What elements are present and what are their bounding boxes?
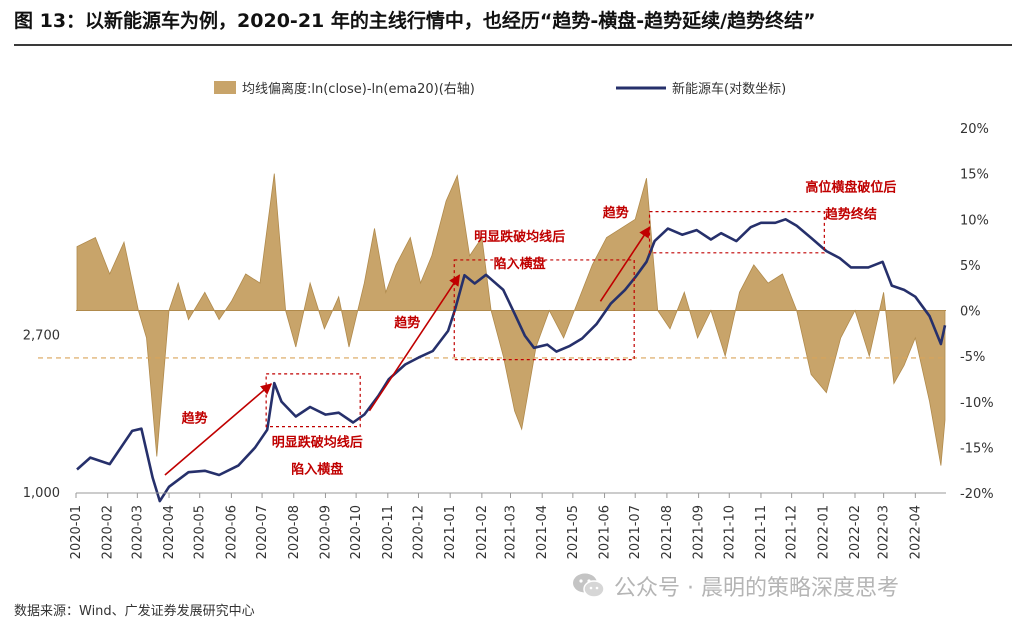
price-line [76, 218, 947, 503]
x-tick-label: 2020-02 [101, 505, 116, 559]
annotation-label: 明显跌破均线后陷入横盘 [474, 229, 565, 272]
x-tick-label: 2021-10 [722, 505, 737, 559]
axes-layer: 2020-01 2020-02 2020-03 2020-04 2020-05 2020-… [23, 122, 994, 559]
source-note: 数据来源：Wind、广发证券发展研究中心 [14, 604, 255, 619]
trend-arrow [368, 274, 461, 412]
x-tick-label: 2021-01 [443, 505, 458, 559]
figure-title: 图 13：以新能源车为例，2020-21 年的主线行情中，也经历“趋势-横盘-趋… [14, 10, 816, 32]
x-tick-label: 2022-04 [908, 505, 923, 559]
x-tick-label: 2021-03 [503, 505, 518, 559]
y-left-tick-label: 2,700 [23, 329, 60, 344]
x-tick-label: 2020-03 [130, 505, 145, 559]
x-tick-label: 2021-09 [692, 505, 707, 559]
title-divider [14, 44, 1012, 46]
consolidation-box [453, 259, 635, 361]
y-left-tick-label: 1,000 [23, 486, 60, 501]
x-tick-label: 2022-01 [816, 505, 831, 559]
annotation-label: 趋势 [182, 411, 208, 427]
y-right-tick-label: -10% [960, 396, 994, 411]
x-tick-label: 2020-05 [193, 505, 208, 559]
deviation-area-layer [76, 173, 946, 466]
x-tick-label: 2021-12 [785, 505, 800, 559]
annotation-label: 明显跌破均线后陷入横盘 [272, 435, 363, 478]
y-right-tick-label: 15% [960, 168, 989, 183]
deviation-area [76, 173, 946, 466]
x-tick-label: 2020-07 [255, 505, 270, 559]
x-tick-label: 2021-07 [628, 505, 643, 559]
x-tick-label: 2020-08 [287, 505, 302, 559]
watermark: 公众号 · 晨明的策略深度思考 [572, 570, 899, 602]
legend-area-swatch [214, 81, 236, 94]
trend-arrow [599, 226, 651, 302]
y-right-tick-label: -20% [960, 487, 994, 502]
y-right-tick-label: 5% [960, 259, 981, 274]
x-tick-label: 2020-11 [381, 505, 396, 559]
annotation-label: 趋势 [394, 315, 420, 331]
x-tick-label: 2022-02 [848, 505, 863, 559]
trend-arrow [164, 383, 273, 476]
x-tick-label: 2021-02 [475, 505, 490, 559]
x-tick-label: 2020-09 [318, 505, 333, 559]
wechat-icon [573, 573, 605, 598]
y-right-tick-label: 10% [960, 213, 989, 228]
legend-area-label: 均线偏离度:ln(close)-ln(ema20)(右轴) [242, 81, 475, 97]
legend-line-label: 新能源车(对数坐标) [672, 81, 786, 97]
x-tick-label: 2021-08 [660, 505, 675, 559]
legend: 均线偏离度:ln(close)-ln(ema20)(右轴) 新能源车(对数坐标) [214, 81, 786, 97]
price-line-layer [76, 218, 947, 503]
x-tick-label: 2020-10 [349, 505, 364, 559]
x-tick-label: 2020-01 [69, 505, 84, 559]
x-tick-label: 2021-05 [566, 505, 581, 559]
x-tick-label: 2020-04 [162, 505, 177, 559]
y-right-tick-label: -15% [960, 441, 994, 456]
x-tick-label: 2021-11 [754, 505, 769, 559]
x-tick-label: 2020-06 [224, 505, 239, 559]
y-right-tick-label: -5% [960, 350, 985, 365]
watermark-text: 公众号 · 晨明的策略深度思考 [614, 576, 899, 601]
x-tick-label: 2022-03 [877, 505, 892, 559]
x-tick-label: 2020-12 [411, 505, 426, 559]
y-right-tick-label: 20% [960, 122, 989, 137]
x-tick-label: 2021-04 [535, 505, 550, 559]
annotation-label: 趋势 [603, 205, 629, 221]
y-right-tick-label: 0% [960, 305, 981, 320]
consolidation-box [265, 373, 361, 428]
x-tick-label: 2021-06 [598, 505, 613, 559]
annotation-label: 高位横盘破位后趋势终结 [805, 179, 896, 222]
